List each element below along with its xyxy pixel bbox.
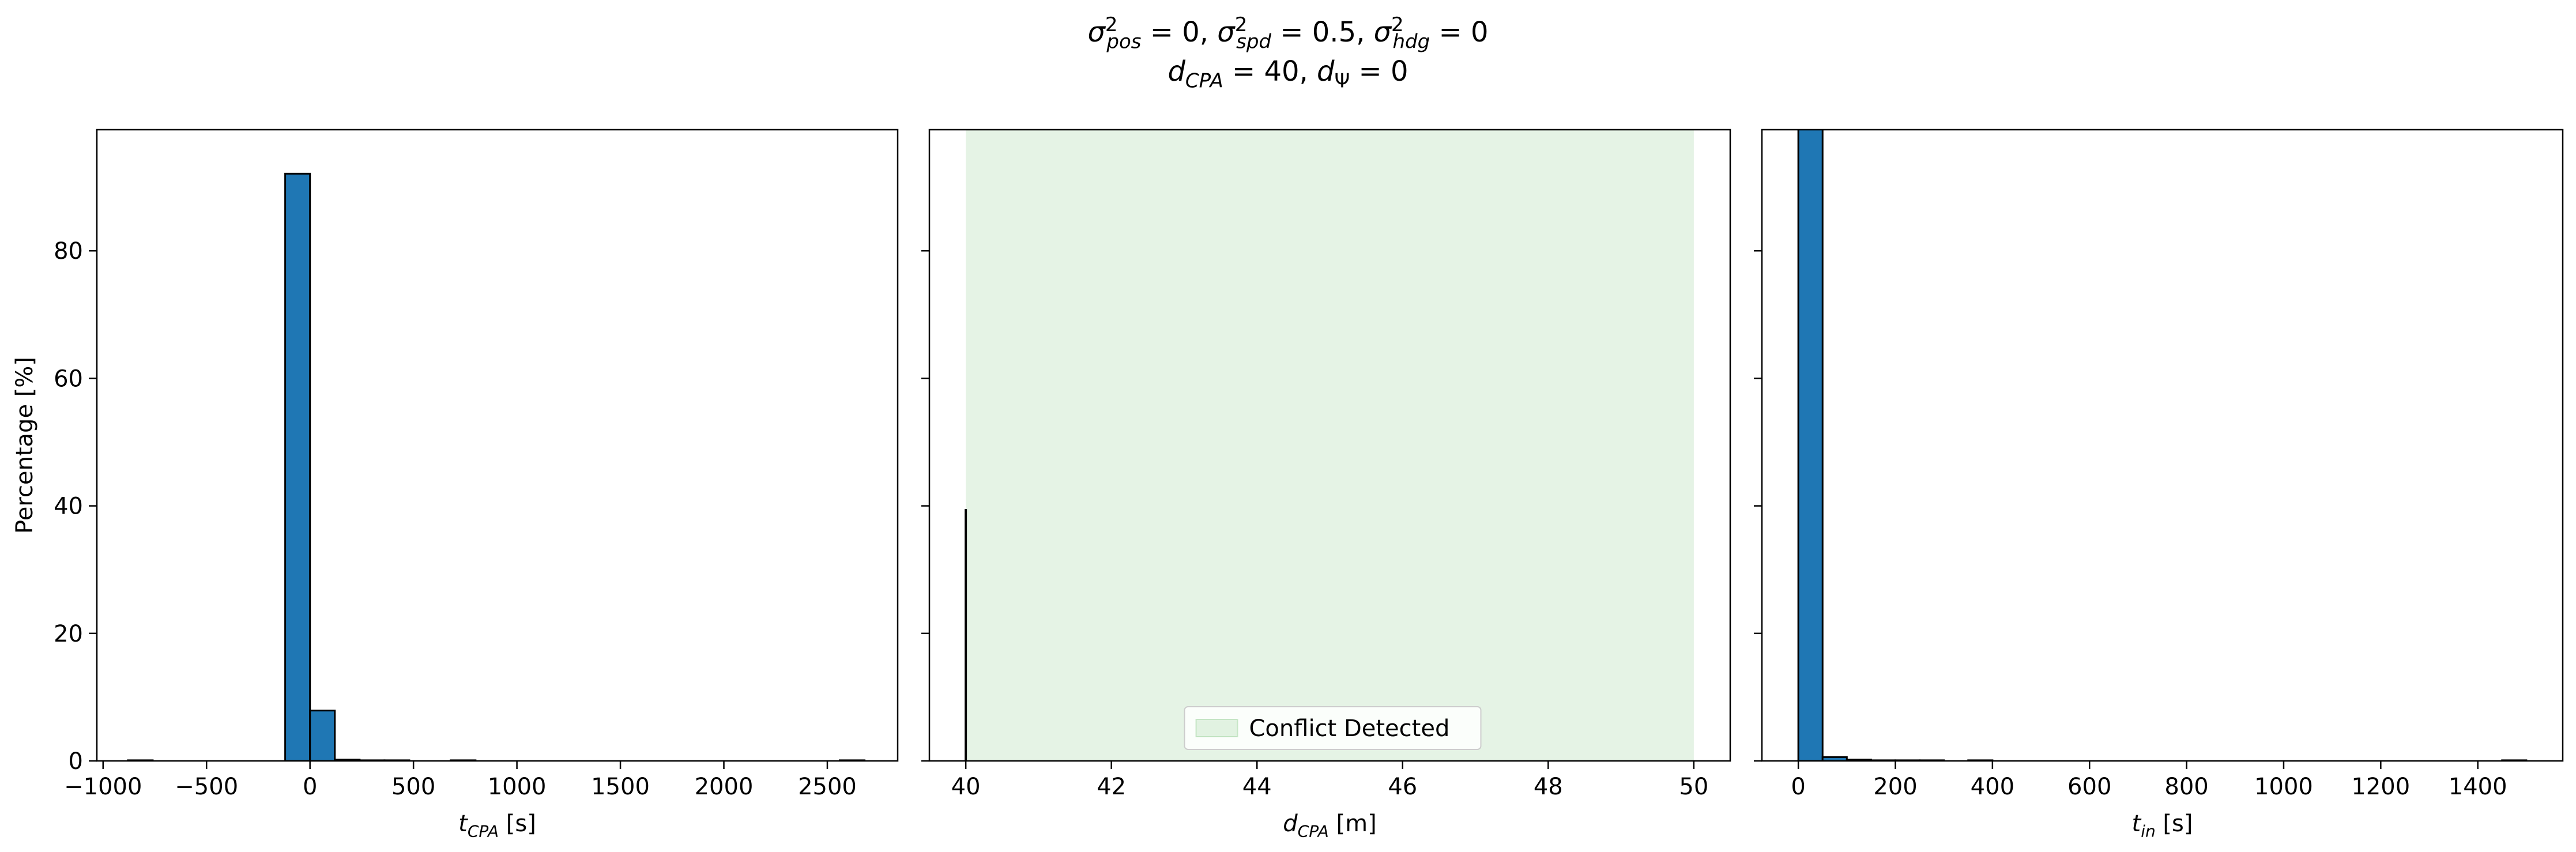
- x-tick-label: 40: [951, 774, 981, 800]
- text-segment: σ: [1217, 16, 1236, 48]
- x-tick-label: 1200: [2351, 774, 2410, 800]
- text-segment: CPA: [468, 822, 499, 841]
- axes-frame: [1761, 129, 2564, 762]
- figure-title-line-2: dCPA = 40, dΨ = 0: [1168, 55, 1408, 93]
- x-tick-label: 0: [1791, 774, 1805, 800]
- text-segment: = 0: [1350, 55, 1408, 88]
- text-segment: Ψ: [1335, 70, 1350, 93]
- legend: Conflict Detected: [1184, 706, 1482, 750]
- x-tick-label: 1400: [2449, 774, 2507, 800]
- text-segment: d: [1283, 810, 1298, 837]
- histogram-bar: [284, 172, 311, 761]
- text-segment: pos: [1106, 31, 1141, 54]
- figure-title-line-1: σ2 pos = 0, σ2 spd = 0.5, σ2 hdg = 0: [1088, 13, 1489, 54]
- x-tick-label: 500: [391, 774, 435, 800]
- text-segment: [m]: [1329, 810, 1377, 837]
- subplot-2: 40 42 44 46 48 50 dCPA [m] Conflict Detected: [921, 129, 1731, 841]
- histogram-bar: [1797, 130, 1824, 761]
- x-axis-label: dCPA [m]: [1283, 810, 1376, 841]
- text-segment: spd: [1236, 31, 1271, 54]
- y-tick-label: 40: [54, 493, 83, 520]
- x-tick-label: 200: [1873, 774, 1917, 800]
- text-segment: in: [2141, 822, 2156, 841]
- subplot-1: −1000 −500 0 500 1000 1500 2000 2500 0 20 40 60 80 tC…: [12, 129, 899, 841]
- text-segment: [s]: [2156, 810, 2193, 837]
- text-segment: 2: [1391, 13, 1404, 36]
- text-segment: = 40,: [1223, 55, 1317, 88]
- text-segment: = 0: [1430, 16, 1488, 48]
- x-tick-label: 2000: [695, 774, 754, 800]
- axes-frame: [96, 129, 899, 762]
- x-tick-label: −1000: [64, 774, 142, 800]
- text-segment: σ: [1374, 16, 1392, 48]
- x-tick-label: 400: [1971, 774, 2014, 800]
- subplots: −1000 −500 0 500 1000 1500 2000 2500020406080tC…: [12, 129, 2564, 841]
- text-segment: = 0.5,: [1271, 16, 1374, 48]
- x-tick-label: 48: [1534, 774, 1563, 800]
- y-axis-label: Percentage [%]: [12, 357, 38, 534]
- subplot-3: 0 200 400 600 800 1000 1200 1400 tin [s]: [1754, 129, 2564, 841]
- text-segment: CPA: [1185, 70, 1223, 93]
- histogram-bar: [309, 710, 336, 761]
- text-segment: t: [2132, 810, 2142, 837]
- y-tick-label: 0: [69, 748, 83, 775]
- x-tick-label: 1000: [488, 774, 547, 800]
- x-tick-label: 0: [303, 774, 317, 800]
- x-tick-label: 44: [1242, 774, 1272, 800]
- plot-area: [1797, 130, 2528, 761]
- plot-area: [965, 130, 1694, 761]
- y-tick-label: 60: [54, 365, 83, 392]
- axes-frame: [928, 129, 1731, 762]
- x-tick-label: 50: [1679, 774, 1708, 800]
- text-segment: 2: [1105, 13, 1118, 36]
- text-segment: [s]: [499, 810, 536, 837]
- legend-frame: [1184, 706, 1482, 750]
- text-segment: 2: [1235, 13, 1248, 36]
- text-segment: t: [458, 810, 468, 837]
- text-segment: CPA: [1298, 822, 1329, 841]
- text-segment: hdg: [1392, 31, 1430, 54]
- x-tick-label: −500: [175, 774, 238, 800]
- x-tick-label: 1000: [2254, 774, 2313, 800]
- y-tick-label: 20: [54, 621, 83, 647]
- plot-area: [127, 172, 866, 761]
- x-tick-label: 42: [1097, 774, 1126, 800]
- text-segment: d: [1317, 55, 1335, 88]
- legend-label: Conflict Detected: [1249, 715, 1450, 742]
- x-tick-label: 1500: [591, 774, 650, 800]
- x-tick-label: 800: [2164, 774, 2208, 800]
- x-tick-label: 600: [2067, 774, 2111, 800]
- y-tick-label: 80: [54, 238, 83, 265]
- text-segment: = 0,: [1141, 16, 1217, 48]
- text-segment: σ: [1088, 16, 1106, 48]
- x-tick-label: 46: [1388, 774, 1417, 800]
- legend-swatch: [1195, 719, 1238, 737]
- x-tick-label: 2500: [798, 774, 857, 800]
- x-axis-label: tin [s]: [2132, 810, 2193, 841]
- conflict-detected-region: [966, 130, 1694, 761]
- x-axis-label: tCPA [s]: [458, 810, 536, 841]
- text-segment: d: [1168, 55, 1185, 88]
